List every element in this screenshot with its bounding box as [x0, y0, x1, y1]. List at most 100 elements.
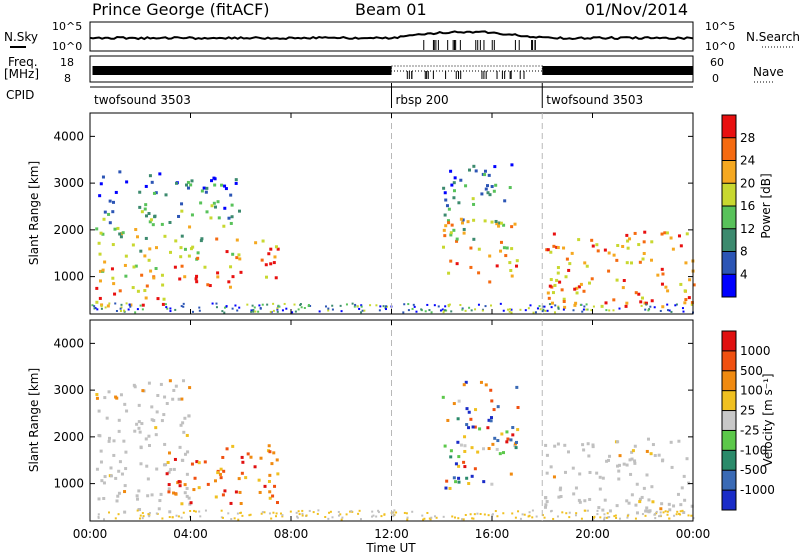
scatter-cell [283, 302, 286, 305]
scatter-cell [225, 250, 229, 254]
scatter-cell [296, 515, 299, 518]
scatter-cell [633, 231, 637, 235]
scatter-cell [457, 201, 461, 205]
scatter-cell [165, 402, 169, 406]
scatter-cell [633, 444, 637, 448]
scatter-cell [145, 214, 149, 218]
scatter-cell [125, 409, 129, 413]
scatter-cell [484, 305, 487, 308]
x-tick-label: 00:00 [73, 527, 108, 541]
scatter-cell [307, 304, 310, 307]
scatter-cell [281, 515, 284, 518]
scatter-cell [261, 511, 264, 514]
scatter-cell [185, 472, 189, 476]
scatter-cell [382, 305, 385, 308]
scatter-cell [141, 517, 144, 520]
scatter-cell [279, 512, 282, 515]
scatter-cell [596, 513, 599, 516]
scatter-cell [514, 446, 518, 450]
scatter-cell [269, 262, 273, 266]
scatter-cell [173, 457, 177, 461]
scatter-cell [144, 203, 148, 207]
scatter-cell [618, 307, 621, 310]
scatter-cell [167, 487, 171, 491]
scatter-cell [253, 465, 257, 469]
scatter-cell [193, 509, 196, 512]
scatter-cell [495, 447, 499, 451]
scatter-cell [108, 436, 112, 440]
scatter-cell [203, 265, 207, 269]
scatter-cell [183, 452, 187, 456]
scatter-cell [108, 511, 111, 514]
scatter-cell [403, 303, 406, 306]
scatter-cell [249, 455, 253, 459]
scatter-cell [478, 427, 482, 431]
scatter-cell [163, 234, 167, 238]
scatter-cell [139, 462, 143, 466]
scatter-cell [167, 490, 171, 494]
scatter-cell [259, 456, 263, 460]
scatter-cell [331, 304, 334, 307]
scatter-cell [109, 474, 113, 478]
scatter-cell [490, 399, 494, 403]
scatter-cell [617, 469, 621, 473]
scatter-cell [563, 443, 567, 447]
scatter-cell [667, 502, 671, 506]
scatter-cell [592, 518, 595, 521]
scatter-cell [556, 515, 559, 518]
scatter-cell [676, 510, 679, 513]
scatter-cell [385, 305, 388, 308]
scatter-cell [433, 304, 436, 307]
scatter-cell [354, 303, 357, 306]
scatter-cell [605, 309, 608, 312]
scatter-cell [641, 513, 644, 516]
scatter-cell [327, 517, 330, 520]
scatter-cell [629, 472, 633, 476]
scatter-cell [337, 510, 340, 513]
scatter-cell [227, 216, 231, 220]
scatter-cell [233, 517, 236, 520]
scatter-cell [163, 442, 167, 446]
scatter-cell [422, 518, 425, 521]
scatter-cell [601, 508, 605, 512]
scatter-cell [663, 231, 667, 235]
scatter-cell [511, 426, 515, 430]
scatter-cell [561, 511, 564, 514]
scatter-cell [487, 173, 491, 177]
scatter-cell [577, 498, 581, 502]
power-colorbar: 4 8 12 16 20 24 28 [721, 114, 755, 298]
scatter-cell [578, 472, 582, 476]
scatter-cell [687, 514, 690, 517]
scatter-cell [223, 306, 226, 309]
scatter-cell [107, 212, 111, 216]
scatter-cell [114, 476, 118, 480]
scatter-cell [541, 305, 544, 308]
scatter-cell [515, 264, 519, 268]
scatter-cell [583, 499, 587, 503]
scatter-cell [465, 407, 469, 411]
scatter-cell [152, 419, 156, 423]
scatter-cell [406, 518, 409, 521]
scatter-cell [447, 305, 450, 308]
scatter-cell [469, 265, 473, 269]
scatter-cell [129, 303, 133, 307]
scatter-cell [328, 511, 331, 514]
scatter-cell [682, 511, 686, 515]
scatter-cell [116, 494, 120, 498]
scatter-cell [103, 475, 107, 479]
y-tick-label: 1000 [53, 270, 84, 284]
beam-title: Beam 01 [355, 0, 427, 19]
scatter-cell [103, 518, 106, 521]
scatter-cell [590, 309, 593, 312]
scatter-cell [140, 210, 144, 214]
scatter-cell [118, 170, 122, 174]
scatter-cell [583, 305, 586, 308]
scatter-cell [168, 220, 172, 224]
scatter-cell [443, 213, 447, 217]
scatter-cell [462, 518, 465, 521]
scatter-cell [250, 310, 253, 313]
scatter-cell [557, 307, 560, 310]
scatter-cell [281, 309, 284, 312]
scatter-cell [229, 265, 233, 269]
scatter-cell [275, 515, 278, 518]
